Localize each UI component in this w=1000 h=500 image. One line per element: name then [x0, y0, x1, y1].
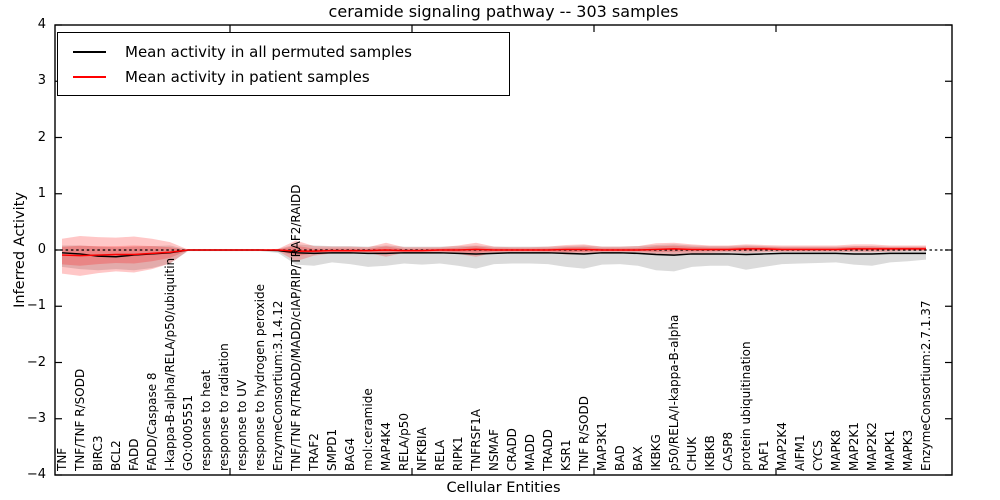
x-category-label: MAP2K2	[865, 422, 879, 471]
chart-title: ceramide signaling pathway -- 303 sample…	[328, 2, 679, 21]
x-category-label: response to radiation	[217, 343, 231, 471]
x-category-label: MAPK1	[883, 429, 897, 471]
x-category-label: CYCS	[811, 440, 825, 471]
x-category-label: EnzymeConsortium:2.7.1.37	[919, 300, 933, 471]
legend-entry-permuted: Mean activity in all permuted samples	[58, 43, 509, 61]
y-tick-label: 2	[37, 129, 46, 145]
x-category-label: EnzymeConsortium:3.1.4.12	[271, 300, 285, 471]
x-category-label: KSR1	[559, 439, 573, 471]
y-tick-label: 3	[37, 73, 46, 89]
x-category-label: FADD/Caspase 8	[145, 372, 159, 471]
x-category-label: SMPD1	[325, 428, 339, 471]
legend-label-patient: Mean activity in patient samples	[125, 67, 370, 86]
x-category-label: IKBKB	[703, 435, 717, 471]
y-tick-label: −3	[26, 410, 46, 426]
x-category-label: TNFRSF1A	[469, 409, 483, 471]
y-tick-label: −1	[26, 298, 46, 314]
x-category-label: RELA	[433, 439, 447, 471]
x-category-label: BAX	[631, 446, 645, 471]
x-category-label: CASP8	[721, 431, 735, 471]
x-category-label: AIFM1	[793, 434, 807, 471]
y-tick-label: 1	[37, 185, 46, 201]
patient-std-band	[62, 235, 926, 276]
x-category-label: MAPK3	[901, 429, 915, 471]
x-category-label: MADD	[523, 433, 537, 471]
x-category-label: I-kappa-B-alpha/RELA/p50/ubiquitin	[163, 257, 177, 471]
x-category-label: p50/RELA/I-kappa-B-alpha	[667, 314, 681, 471]
x-category-label: TNF R/SODD	[577, 396, 591, 471]
x-category-label: MAP3K1	[595, 422, 609, 471]
x-category-label: MAP2K4	[775, 422, 789, 471]
x-category-label: TRADD	[541, 429, 555, 471]
x-category-label: MAP4K4	[379, 422, 393, 471]
x-category-label: NSMAF	[487, 428, 501, 471]
x-category-label: RAF1	[757, 440, 771, 471]
x-axis-label: Cellular Entities	[446, 480, 561, 496]
x-category-label: BAD	[613, 445, 627, 471]
y-tick-label: 0	[37, 242, 46, 257]
patient-line-swatch	[73, 75, 106, 78]
x-category-label: BIRC3	[91, 435, 105, 471]
x-category-label: TRAF2	[307, 433, 321, 471]
y-tick-label: 4	[37, 17, 46, 32]
x-category-label: CHUK	[685, 436, 699, 471]
x-category-label: response to hydrogen peroxide	[253, 283, 267, 471]
x-category-label: TNF/TNF R/SODD	[73, 368, 87, 471]
x-category-label: CRADD	[505, 428, 519, 471]
patient-mean-line	[61, 248, 926, 257]
x-category-label: protein ubiquitination	[739, 341, 753, 471]
x-category-label: TNF	[55, 447, 69, 471]
x-category-label: RELA/p50	[397, 412, 411, 471]
legend-label-permuted: Mean activity in all permuted samples	[125, 42, 412, 61]
x-category-label: response to UV	[235, 379, 249, 471]
x-category-label: mol:ceramide	[361, 388, 375, 471]
x-category-label: TNF/TNF R/TRADD/MADD/cIAP/RIP/TRAF2/RAID…	[289, 184, 303, 472]
x-category-label: response to heat	[199, 369, 213, 471]
legend-entry-patient: Mean activity in patient samples	[58, 68, 509, 86]
y-tick-label: −4	[26, 467, 46, 482]
x-category-label: FADD	[127, 438, 141, 472]
x-category-label: MAPK8	[829, 429, 843, 471]
legend: Mean activity in all permuted samples Me…	[57, 32, 510, 96]
x-category-label: NFKBIA	[415, 427, 429, 471]
x-category-label: RIPK1	[451, 436, 465, 471]
y-tick-label: −2	[26, 354, 46, 370]
permuted-line-swatch	[73, 50, 106, 53]
x-category-label: IKBKG	[649, 434, 663, 471]
x-category-label: MAP2K1	[847, 422, 861, 471]
x-category-label: BCL2	[109, 440, 123, 471]
x-category-label: BAG4	[343, 437, 357, 471]
x-category-label: GO:0005551	[181, 394, 195, 471]
